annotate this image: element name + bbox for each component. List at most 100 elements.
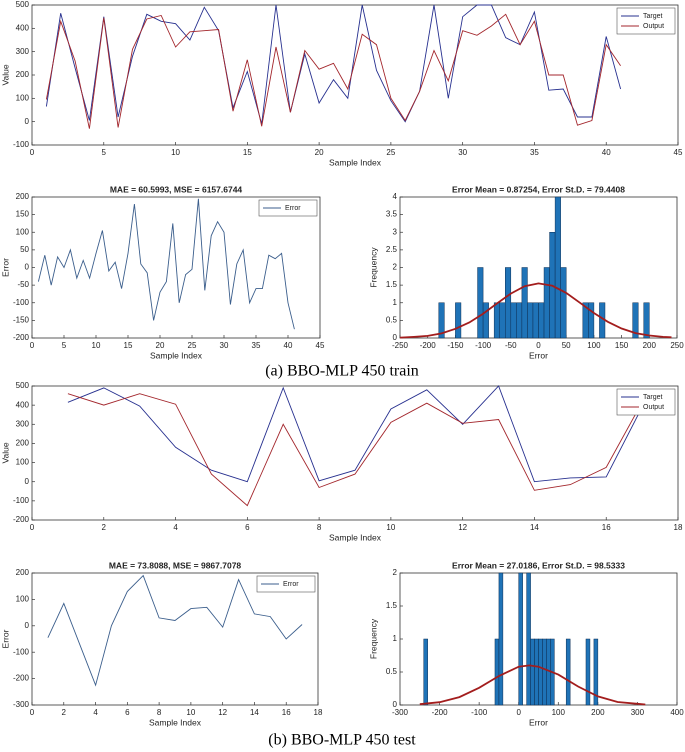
x-tick-label: 50: [562, 341, 571, 350]
x-tick-label: 150: [615, 341, 629, 350]
histogram-bar: [527, 302, 534, 339]
series-line: [47, 574, 303, 687]
x-tick-label: 5: [62, 341, 67, 350]
histogram-bar: [510, 302, 517, 339]
y-tick-label: 200: [16, 70, 30, 79]
y-axis-label: Frequency: [368, 618, 378, 659]
histogram-bar: [494, 638, 500, 706]
y-tick-label: 1: [393, 298, 398, 307]
x-tick-label: 40: [602, 148, 611, 157]
y-tick-label: 300: [16, 47, 30, 56]
x-axis-label: Sample Index: [329, 532, 382, 542]
x-tick-label: -250: [392, 341, 409, 350]
x-axis-label: Sample Index: [149, 717, 202, 727]
x-tick-label: 0: [516, 708, 521, 717]
y-tick-label: 1: [393, 634, 398, 643]
histogram-bar: [526, 572, 531, 706]
x-tick-label: 6: [245, 523, 250, 532]
histogram-bar: [543, 267, 550, 339]
legend-label: Target: [643, 13, 663, 20]
chart-title: MAE = 60.5993, MSE = 6157.6744: [110, 184, 243, 194]
histogram-bar: [477, 267, 484, 339]
x-tick-label: 25: [188, 341, 197, 350]
x-axis-label: Sample Index: [150, 350, 203, 360]
y-tick-label: -200: [13, 515, 30, 524]
x-tick-label: 30: [220, 341, 229, 350]
legend-label: Output: [643, 23, 664, 30]
x-tick-label: 10: [92, 341, 101, 350]
x-tick-label: 14: [250, 708, 259, 717]
histogram-bar: [632, 302, 639, 339]
x-tick-label: 45: [674, 148, 683, 157]
y-tick-label: -100: [13, 140, 30, 149]
x-tick-label: 4: [93, 708, 98, 717]
caption: (b) BBO-MLP 450 test: [268, 732, 416, 749]
x-tick-label: -300: [392, 708, 409, 717]
x-tick-label: 400: [670, 708, 684, 717]
x-tick-label: 25: [386, 148, 395, 157]
x-tick-label: 12: [218, 708, 227, 717]
x-tick-label: 100: [587, 341, 601, 350]
y-tick-label: 0: [393, 700, 398, 709]
histogram-bar: [518, 572, 523, 706]
x-tick-label: 45: [316, 341, 325, 350]
legend-label: Target: [643, 394, 663, 401]
histogram-bar: [493, 302, 500, 339]
x-tick-label: 10: [171, 148, 180, 157]
x-tick-label: 15: [243, 148, 252, 157]
x-tick-label: 10: [186, 708, 195, 717]
y-tick-label: 100: [16, 227, 30, 236]
x-tick-label: 0: [536, 341, 541, 350]
y-axis-label: Frequency: [368, 247, 378, 288]
plot-area: [31, 572, 319, 706]
fit-curve: [419, 664, 646, 706]
y-axis-label: Error: [0, 629, 10, 648]
legend-label: Error: [283, 581, 299, 588]
legend: [258, 199, 318, 217]
x-tick-label: -150: [447, 341, 464, 350]
x-tick-label: 200: [591, 708, 605, 717]
x-tick-label: 15: [124, 341, 133, 350]
x-tick-label: -100: [475, 341, 492, 350]
x-tick-label: 0: [30, 341, 35, 350]
y-tick-label: 200: [16, 439, 30, 448]
y-tick-label: 4: [393, 192, 398, 201]
y-tick-label: 0: [25, 477, 30, 486]
x-axis-label: Sample Index: [329, 157, 382, 167]
x-tick-label: 16: [602, 523, 611, 532]
histogram-bar: [554, 196, 561, 339]
y-tick-label: 2.5: [386, 245, 398, 254]
x-tick-label: 18: [314, 708, 323, 717]
y-axis-label: Error: [0, 258, 10, 277]
y-tick-label: 50: [20, 245, 29, 254]
histogram-bar: [499, 302, 506, 339]
histogram-bar: [538, 638, 543, 706]
x-tick-label: -200: [420, 341, 437, 350]
chart-title: Error Mean = 0.87254, Error St.D. = 79.4…: [452, 184, 625, 194]
y-tick-label: -200: [13, 674, 30, 683]
x-tick-label: 0: [30, 523, 35, 532]
x-tick-label: -100: [471, 708, 488, 717]
histogram-bar: [482, 302, 489, 339]
y-tick-label: 3: [393, 227, 398, 236]
y-tick-label: 500: [16, 381, 30, 390]
y-tick-label: 2: [393, 263, 398, 272]
histogram-bar: [530, 638, 535, 706]
caption: (a) BBO-MLP 450 train: [265, 363, 419, 380]
histogram-bar: [521, 267, 528, 339]
series-line: [37, 198, 295, 330]
y-tick-label: 400: [16, 400, 30, 409]
x-tick-label: 4: [173, 523, 178, 532]
y-tick-label: 2: [393, 568, 398, 577]
y-tick-label: 1.5: [386, 280, 398, 289]
histogram-bar: [423, 638, 428, 706]
x-tick-label: 30: [458, 148, 467, 157]
y-tick-label: -100: [13, 496, 30, 505]
chart-title: Error Mean = 27.0186, Error St.D. = 98.5…: [452, 560, 625, 570]
y-tick-label: 0: [25, 117, 30, 126]
x-axis-label: Error: [529, 350, 548, 360]
series-line: [67, 385, 643, 483]
plot-area: [31, 4, 679, 146]
y-tick-label: 100: [16, 458, 30, 467]
y-tick-label: 0: [25, 263, 30, 272]
